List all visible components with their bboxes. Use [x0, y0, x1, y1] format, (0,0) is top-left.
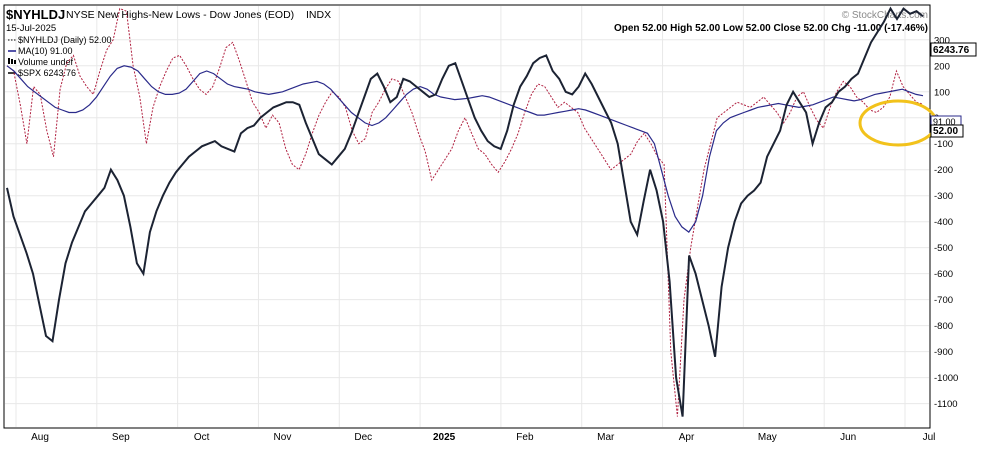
y-tick-label: 300 — [934, 35, 950, 46]
y-tick-label: -700 — [934, 295, 953, 306]
spx-value-badge: 6243.76 — [930, 42, 977, 57]
y-tick-label: -900 — [934, 347, 953, 358]
exchange-label: INDX — [306, 9, 331, 21]
svg-text:91.00: 91.00 — [933, 117, 956, 127]
chart-legend: $NYHLDJ (Daily) 52.00 MA(10) 91.00 Volum… — [8, 35, 112, 78]
svg-text:52.00: 52.00 — [933, 126, 958, 137]
x-tick-label: Feb — [516, 432, 534, 443]
x-tick-label: Mar — [597, 432, 615, 443]
y-axis-ticks: 3002001000-100-200-300-400-500-600-700-8… — [934, 35, 958, 410]
chart-description: NYSE New Highs-New Lows - Dow Jones (EOD… — [66, 9, 294, 21]
watermark: © StockCharts.com — [842, 10, 928, 21]
svg-text:6243.76: 6243.76 — [933, 45, 970, 56]
close-value-badge: 52.00 — [930, 124, 964, 138]
x-tick-label: May — [758, 432, 777, 443]
series-spx-line — [6, 6, 924, 417]
y-tick-label: -300 — [934, 191, 953, 202]
y-tick-label: -500 — [934, 243, 953, 254]
symbol-title: $NYHLDJ — [6, 7, 65, 22]
x-tick-label: Nov — [274, 432, 292, 443]
chart-date: 15-Jul-2025 — [6, 23, 56, 34]
y-tick-label: 100 — [934, 87, 950, 98]
y-tick-label: -600 — [934, 269, 953, 280]
x-tick-label: Sep — [112, 432, 130, 443]
y-tick-label: -400 — [934, 217, 953, 228]
y-tick-label: 200 — [934, 61, 950, 72]
x-tick-label: Jun — [840, 432, 856, 443]
x-tick-label: Apr — [679, 432, 695, 443]
x-tick-label: Oct — [194, 432, 210, 443]
x-tick-label: Aug — [31, 432, 49, 443]
x-tick-label: Dec — [354, 432, 372, 443]
plot-frame — [3, 4, 931, 429]
legend-swatch-volume — [8, 58, 10, 64]
x-axis-ticks: Aug Sep Oct Nov Dec 2025 Feb Mar Apr May Jun Jul — [31, 432, 935, 443]
legend-nyhl: $NYHLDJ (Daily) 52.00 — [18, 35, 112, 45]
y-tick-label: -200 — [934, 165, 953, 176]
y-tick-label: -1000 — [934, 373, 958, 384]
x-tick-label: Jul — [923, 432, 936, 443]
legend-spx: $SPX 6243.76 — [18, 68, 76, 78]
y-tick-label: -1100 — [934, 399, 958, 410]
y-tick-label: -800 — [934, 321, 953, 332]
series-ma10-line — [6, 65, 924, 233]
y-tick-label: -100 — [934, 139, 953, 150]
legend-ma: MA(10) 91.00 — [18, 46, 73, 56]
quote-line: Open 52.00 High 52.00 Low 52.00 Close 52… — [614, 23, 928, 34]
legend-volume: Volume undef — [18, 57, 74, 67]
x-tick-label: 2025 — [433, 432, 456, 443]
